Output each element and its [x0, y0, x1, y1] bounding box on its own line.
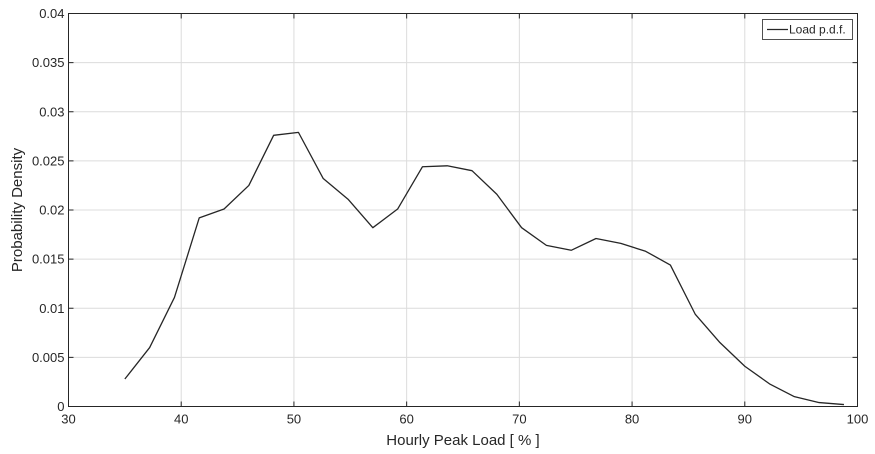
y-axis-title: Probability Density: [9, 147, 26, 272]
y-tick-label: 0.02: [39, 203, 64, 218]
x-tick-label: 70: [512, 412, 526, 427]
x-tick-label: 40: [174, 412, 188, 427]
grid: [68, 13, 858, 407]
y-tick-label: 0.035: [32, 55, 65, 70]
series: [124, 131, 845, 406]
x-tick-label: 90: [738, 412, 752, 427]
x-tick-label: 30: [61, 412, 75, 427]
x-tick-label: 60: [399, 412, 413, 427]
y-tick-label: 0.04: [39, 6, 64, 21]
x-axis-title: Hourly Peak Load [ % ]: [386, 432, 539, 449]
x-tick-label: 100: [847, 412, 869, 427]
y-tick-label: 0.03: [39, 104, 64, 119]
x-tick-label: 50: [287, 412, 301, 427]
y-tick-label: 0: [57, 399, 64, 414]
legend-label: Load p.d.f.: [789, 23, 846, 37]
y-tick-label: 0.005: [32, 350, 65, 365]
x-tick-label: 80: [625, 412, 639, 427]
legend: Load p.d.f.: [762, 19, 853, 40]
y-tick-label: 0.01: [39, 301, 64, 316]
series-line-load-pdf: [124, 131, 845, 406]
legend-box: [762, 19, 853, 40]
y-tick-label: 0.015: [32, 252, 65, 267]
y-tick-label: 0.025: [32, 153, 65, 168]
ticks: 30 40 50 60 70 80 90 100 0 0.005 0.01 0.015 0.02 0.02…: [32, 6, 868, 427]
